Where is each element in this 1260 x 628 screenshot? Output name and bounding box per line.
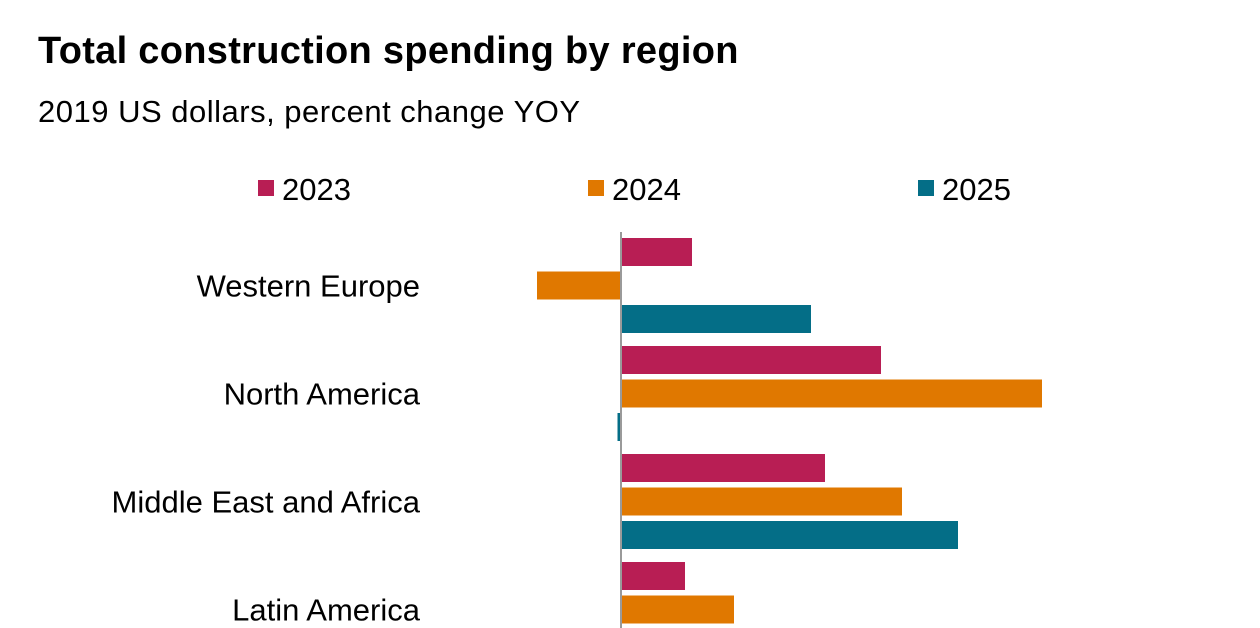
bar-2023 [622, 562, 685, 590]
category-label: North America [224, 377, 421, 412]
bar-2023 [622, 346, 881, 374]
bar-2024 [622, 487, 902, 516]
legend-swatch-2024 [588, 180, 604, 196]
bar-2025 [622, 521, 958, 549]
bar-2023 [622, 238, 692, 266]
legend-swatch-2023 [258, 180, 274, 196]
legend-label-2025: 2025 [942, 172, 1011, 207]
bar-2023 [622, 454, 825, 482]
bar-2025 [617, 413, 621, 441]
legend-swatch-2025 [918, 180, 934, 196]
chart-subtitle: 2019 US dollars, percent change YOY [38, 94, 581, 129]
bar-2024 [622, 595, 734, 624]
category-label: Latin America [232, 593, 421, 628]
chart-title: Total construction spending by region [38, 30, 739, 72]
bar-2024 [537, 271, 621, 300]
category-label: Western Europe [197, 269, 420, 304]
legend-label-2024: 2024 [612, 172, 681, 207]
category-label: Middle East and Africa [112, 485, 421, 520]
bar-2025 [622, 305, 811, 333]
bar-2024 [622, 379, 1042, 408]
legend-label-2023: 2023 [282, 172, 351, 207]
